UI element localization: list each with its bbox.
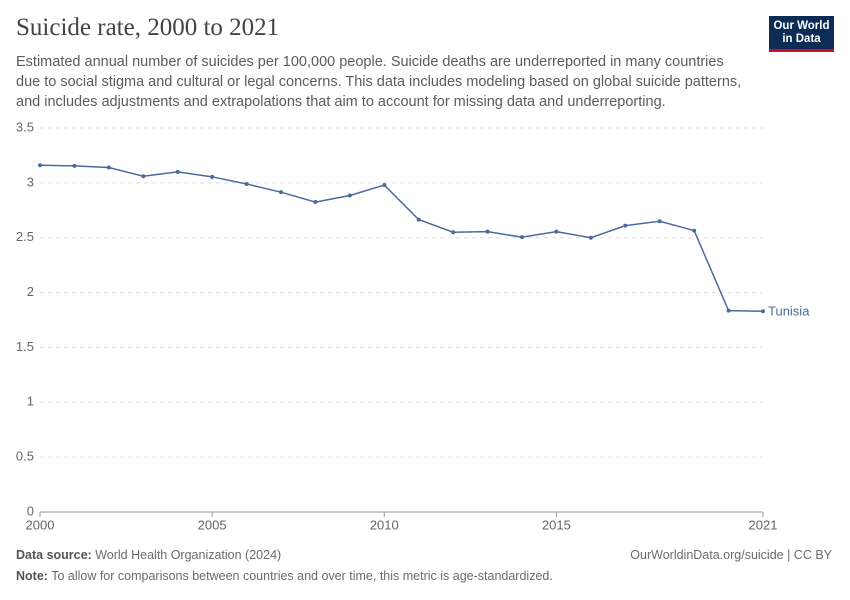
y-tick-label: 2.5 — [16, 229, 34, 244]
point — [141, 174, 146, 179]
y-tick-label: 1 — [27, 394, 34, 409]
series-line — [39, 164, 764, 312]
point — [347, 193, 352, 198]
point — [554, 229, 559, 234]
series-label: Tunisia — [768, 304, 810, 319]
point — [244, 181, 249, 186]
y-tick-label: 3.5 — [16, 119, 34, 134]
point — [279, 190, 283, 195]
point — [485, 229, 490, 234]
note-text: To allow for comparisons between countri… — [51, 569, 553, 583]
logo-line: Our World — [773, 20, 830, 32]
point — [761, 309, 765, 314]
point — [313, 200, 318, 205]
point — [451, 230, 456, 235]
url[interactable]: OurWorldinData.org/suicide | CC BY — [630, 548, 832, 562]
point — [210, 174, 215, 179]
point — [38, 163, 42, 168]
logo-line: in Data — [782, 33, 821, 45]
note: Note: To allow for comparisons between c… — [16, 569, 553, 583]
point — [692, 228, 697, 233]
chart-subtitle: Estimated annual number of suicides per … — [16, 54, 742, 110]
point — [382, 183, 387, 188]
x-tick-label: 2005 — [198, 517, 227, 532]
point — [657, 219, 662, 224]
point — [726, 308, 731, 313]
y-tick-label: 1.5 — [16, 339, 34, 354]
y-tick-label: 0 — [27, 503, 34, 518]
point — [106, 165, 111, 170]
y-tick-label: 3 — [27, 174, 34, 189]
point — [588, 235, 593, 240]
source: Data source: World Health Organization (… — [16, 548, 281, 562]
source-text: World Health Organization (2024) — [95, 548, 282, 562]
x-tick-label: 2021 — [749, 517, 778, 532]
x-tick-label: 2000 — [26, 517, 55, 532]
y-tick-label: 0.5 — [16, 449, 34, 464]
x-tick-label: 2015 — [542, 517, 571, 532]
x-tick-label: 2010 — [370, 517, 399, 532]
point — [623, 223, 628, 228]
logo[interactable]: Our World in Data — [769, 16, 834, 52]
point — [520, 235, 524, 240]
point — [175, 169, 180, 174]
point — [72, 163, 77, 168]
source-label: Data source: — [16, 548, 92, 562]
point — [416, 217, 421, 222]
chart-title: Suicide rate, 2000 to 2021 — [16, 14, 280, 41]
y-tick-label: 2 — [27, 284, 34, 299]
note-label: Note: — [16, 569, 48, 583]
